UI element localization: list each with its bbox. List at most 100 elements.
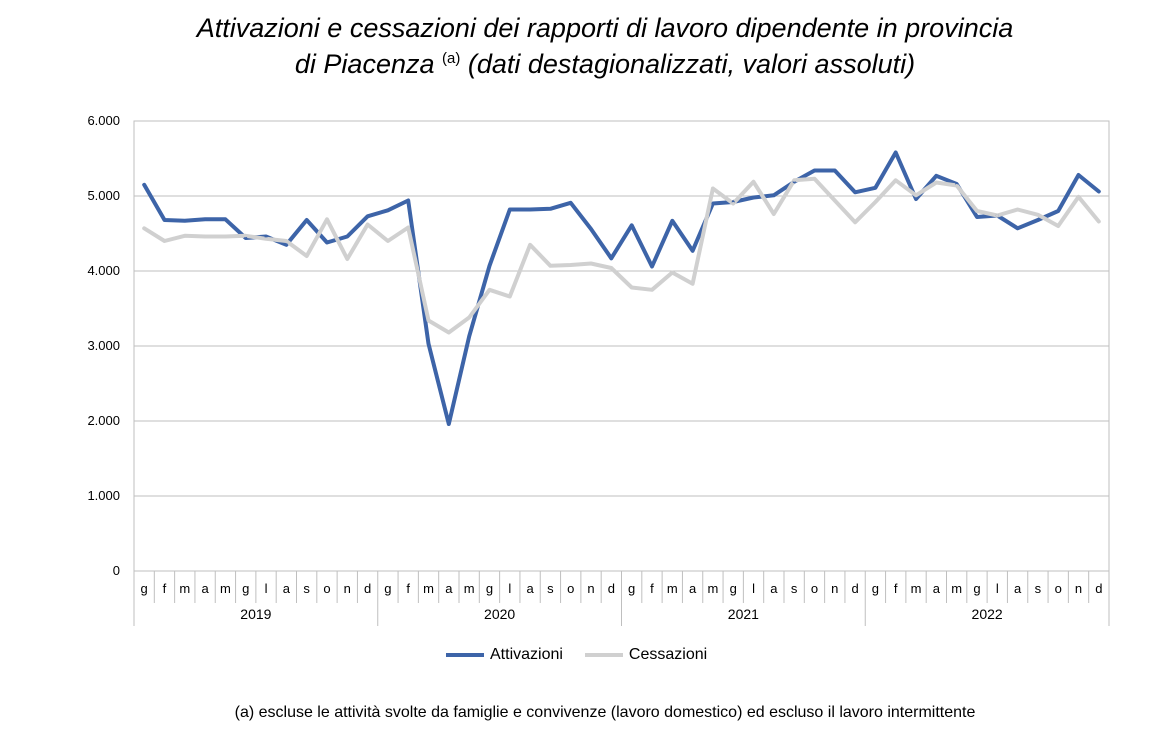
data-point-attivazioni (711, 202, 715, 205)
footnote: (a) escluse le attività svolte da famigl… (234, 704, 976, 721)
x-month-label: m (220, 581, 231, 596)
x-year-label: 2021 (728, 606, 759, 622)
legend-label-cessazioni: Cessazioni (628, 646, 708, 663)
data-point-cessazioni (609, 266, 613, 270)
x-month-label: m (951, 581, 962, 596)
data-point-cessazioni (894, 178, 898, 182)
data-point-attivazioni (650, 265, 654, 268)
data-point-attivazioni (183, 219, 187, 223)
y-tick-label: 0 (113, 563, 120, 578)
data-point-attivazioni (406, 199, 410, 202)
data-point-cessazioni (1056, 224, 1060, 228)
data-point-attivazioni (467, 334, 471, 338)
data-point-attivazioni (305, 218, 309, 222)
x-month-label: a (526, 581, 534, 596)
data-point-attivazioni (162, 218, 166, 222)
data-point-cessazioni (630, 286, 634, 289)
series-line-attivazioni (142, 150, 1101, 426)
data-point-attivazioni (609, 256, 613, 260)
chart-title-place: di Piacenza (294, 49, 435, 79)
data-point-cessazioni (1077, 195, 1081, 199)
legend-item-cessazioni: Cessazioni (584, 646, 708, 664)
data-point-cessazioni (528, 243, 532, 247)
series-line-cessazioni (142, 176, 1101, 335)
x-month-label: a (689, 581, 697, 596)
data-point-cessazioni (223, 235, 227, 238)
x-month-label: a (283, 581, 291, 596)
data-point-cessazioni (650, 288, 654, 292)
x-month-label: o (567, 581, 574, 596)
chart-title-footnote-mark: (a) (442, 50, 461, 67)
y-tick-label: 6.000 (87, 113, 120, 128)
x-month-label: n (1075, 581, 1082, 596)
data-point-cessazioni (427, 319, 431, 322)
data-point-cessazioni (305, 254, 309, 258)
data-point-attivazioni (569, 201, 573, 205)
data-point-attivazioni (244, 236, 248, 240)
x-month-label: d (364, 581, 371, 596)
x-month-label: a (933, 581, 941, 596)
data-point-attivazioni (142, 183, 146, 187)
data-point-cessazioni (264, 237, 268, 241)
data-point-cessazioni (711, 187, 715, 190)
legend-swatch-cessazioni (584, 653, 623, 657)
data-point-cessazioni (752, 180, 756, 184)
x-month-label: o (811, 581, 818, 596)
data-point-cessazioni (670, 271, 674, 274)
data-point-cessazioni (853, 220, 857, 224)
x-month-label: n (831, 581, 838, 596)
data-point-cessazioni (366, 223, 370, 226)
data-point-cessazioni (467, 316, 471, 319)
chart-title: Attivazioni e cessazioni dei rapporti di… (0, 10, 1170, 82)
x-month-label: l (508, 581, 511, 596)
x-year-label: 2022 (972, 606, 1003, 622)
data-point-attivazioni (264, 235, 268, 238)
x-month-label: g (486, 581, 493, 596)
y-tick-label: 3.000 (87, 338, 120, 353)
data-point-cessazioni (914, 193, 918, 197)
data-point-cessazioni (995, 214, 999, 217)
data-point-attivazioni (487, 264, 491, 268)
x-month-label: s (1035, 581, 1042, 596)
x-month-label: m (667, 581, 678, 596)
x-month-label: n (587, 581, 594, 596)
x-month-label: d (1095, 581, 1102, 596)
data-point-cessazioni (548, 264, 552, 268)
x-month-label: g (730, 581, 737, 596)
legend: Attivazioni Cessazioni (446, 646, 729, 664)
data-point-cessazioni (325, 217, 329, 221)
data-point-cessazioni (934, 181, 938, 184)
x-month-label: l (996, 581, 999, 596)
data-point-cessazioni (386, 239, 390, 243)
data-point-attivazioni (284, 243, 288, 247)
data-point-attivazioni (548, 207, 552, 211)
x-month-label: g (242, 581, 249, 596)
x-month-label: d (608, 581, 615, 596)
data-point-cessazioni (691, 282, 695, 286)
data-point-cessazioni (284, 239, 288, 243)
chart-title-subtitle: (dati destagionalizzati, valori assoluti… (467, 49, 916, 79)
x-month-label: m (423, 581, 434, 596)
x-month-label: l (752, 581, 755, 596)
x-month-label: m (179, 581, 190, 596)
x-month-label: a (1014, 581, 1022, 596)
data-point-attivazioni (447, 422, 451, 426)
x-month-label: a (201, 581, 209, 596)
chart-title-line2: di Piacenza (a) (dati destagionalizzati,… (0, 46, 1170, 82)
x-month-label: s (303, 581, 310, 596)
x-month-label: o (1055, 581, 1062, 596)
data-point-attivazioni (508, 208, 512, 211)
x-month-label: o (323, 581, 330, 596)
data-point-cessazioni (183, 234, 187, 238)
x-month-label: a (770, 581, 778, 596)
x-month-label: l (265, 581, 268, 596)
data-point-cessazioni (589, 262, 593, 265)
x-year-label: 2019 (240, 606, 271, 622)
data-point-cessazioni (244, 234, 248, 238)
data-point-cessazioni (955, 184, 959, 187)
data-point-cessazioni (203, 235, 207, 238)
x-month-label: f (163, 581, 167, 596)
x-month-label: g (628, 581, 635, 596)
data-point-cessazioni (162, 239, 166, 243)
